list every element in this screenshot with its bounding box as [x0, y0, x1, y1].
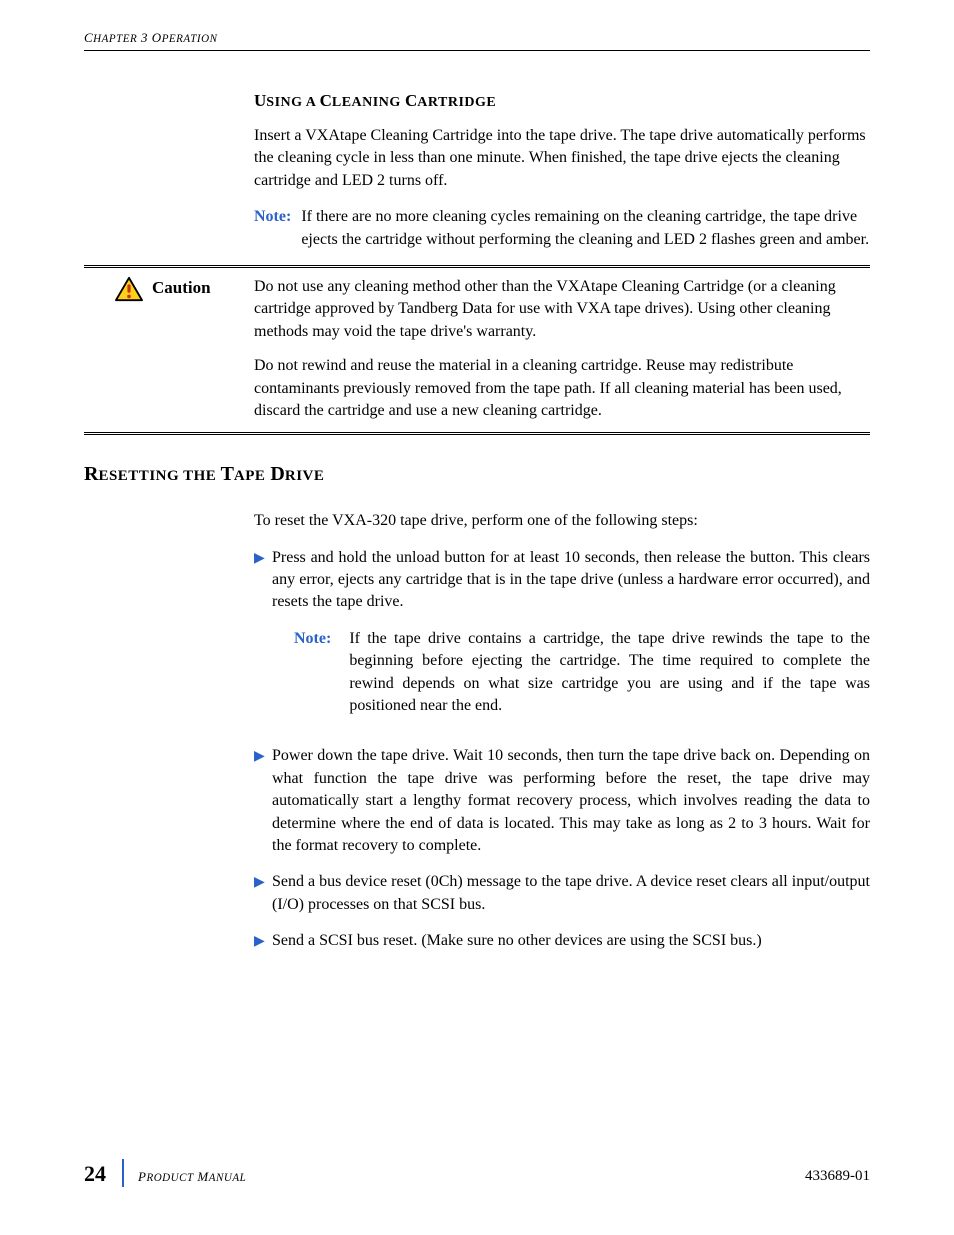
page-footer: 24 PRODUCT MANUAL 433689-01 [84, 1159, 870, 1187]
running-header: CHAPTER 3 OPERATION [84, 30, 870, 51]
heading-resetting-tape-drive: RESETTING THE TAPE DRIVE [84, 463, 870, 486]
list-item: ▶ Send a SCSI bus reset. (Make sure no o… [254, 930, 870, 952]
nested-note-rewind: Note: If the tape drive contains a cartr… [294, 628, 870, 718]
header-chapter-rest: HAPTER [93, 33, 137, 45]
section-cleaning: USING A CLEANING CARTRIDGE Insert a VXAt… [254, 91, 870, 251]
bullet-marker-icon: ▶ [254, 547, 272, 732]
header-chapter-c: C [84, 30, 93, 45]
bullet-list-reset: ▶ Press and hold the unload button for a… [254, 547, 870, 953]
warning-triangle-icon [114, 276, 144, 302]
footer-doc-number: 433689-01 [805, 1168, 870, 1187]
list-item: ▶ Power down the tape drive. Wait 10 sec… [254, 745, 870, 857]
caution-para-2: Do not rewind and reuse the material in … [254, 355, 870, 422]
list-item: ▶ Press and hold the unload button for a… [254, 547, 870, 732]
header-title-first: O [152, 30, 162, 45]
bullet-marker-icon: ▶ [254, 871, 272, 916]
footer-manual-title: PRODUCT MANUAL [138, 1169, 246, 1187]
section-reset-body: To reset the VXA-320 tape drive, perform… [254, 510, 870, 952]
page-number: 24 [84, 1161, 106, 1187]
para-cleaning-intro: Insert a VXAtape Cleaning Cartridge into… [254, 125, 870, 192]
bullet-text: Send a bus device reset (0Ch) message to… [272, 871, 870, 916]
caution-block: Caution Do not use any cleaning method o… [84, 265, 870, 435]
page: CHAPTER 3 OPERATION USING A CLEANING CAR… [0, 0, 954, 1235]
bullet-text: Send a SCSI bus reset. (Make sure no oth… [272, 930, 870, 952]
footer-rule [122, 1159, 124, 1187]
bullet-text: Press and hold the unload button for at … [272, 549, 870, 611]
heading-using-cleaning-cartridge: USING A CLEANING CARTRIDGE [254, 91, 870, 111]
para-reset-intro: To reset the VXA-320 tape drive, perform… [254, 510, 870, 532]
caution-text: Do not use any cleaning method other tha… [254, 276, 870, 422]
bullet-marker-icon: ▶ [254, 745, 272, 857]
note-label: Note: [254, 206, 291, 251]
caution-para-1: Do not use any cleaning method other tha… [254, 276, 870, 343]
note-body: If the tape drive contains a cartridge, … [349, 628, 870, 718]
header-chapter-num: 3 [137, 30, 152, 45]
list-item: ▶ Send a bus device reset (0Ch) message … [254, 871, 870, 916]
bullet-marker-icon: ▶ [254, 930, 272, 952]
caution-left: Caution [84, 276, 254, 422]
note-cleaning-cycles: Note: If there are no more cleaning cycl… [254, 206, 870, 251]
bullet-text: Power down the tape drive. Wait 10 secon… [272, 745, 870, 857]
note-label: Note: [294, 628, 331, 718]
header-title-rest: PERATION [162, 33, 218, 45]
note-body: If there are no more cleaning cycles rem… [301, 206, 870, 251]
caution-label: Caution [152, 276, 211, 298]
